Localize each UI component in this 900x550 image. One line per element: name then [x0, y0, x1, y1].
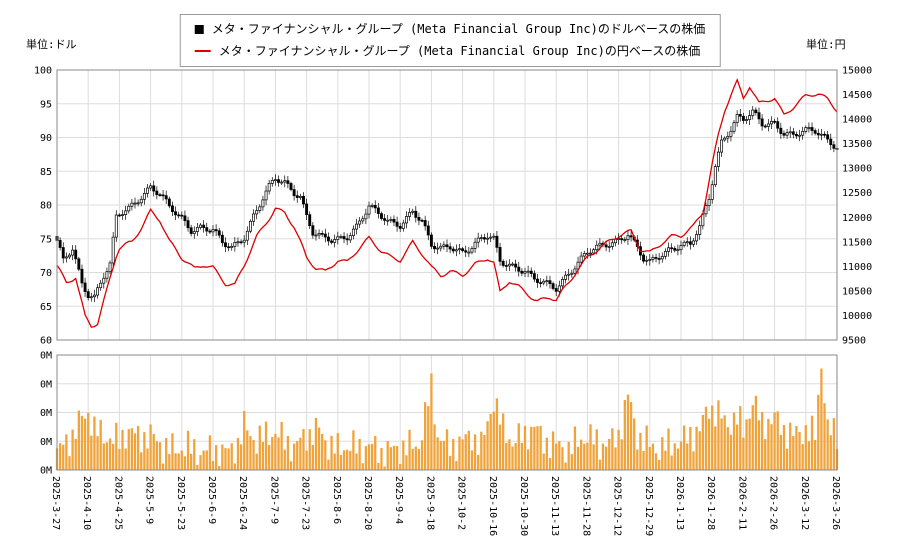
legend-row-jpy: メタ・ファイナンシャル・グループ (Meta Financial Group I…	[194, 41, 706, 63]
svg-text:14500: 14500	[842, 90, 872, 101]
right-axis-unit-label: 単位:円	[806, 38, 846, 51]
plot-borders	[56, 69, 838, 471]
svg-text:0M: 0M	[40, 379, 52, 390]
svg-text:14000: 14000	[842, 115, 872, 126]
svg-text:15000: 15000	[842, 66, 872, 77]
svg-text:2025-12-29: 2025-12-29	[643, 476, 654, 536]
svg-text:80: 80	[40, 201, 52, 212]
svg-text:2025-10-16: 2025-10-16	[487, 476, 498, 536]
svg-text:2025-8-6: 2025-8-6	[331, 476, 342, 524]
jpy-line	[56, 78, 838, 328]
svg-text:12000: 12000	[842, 213, 872, 224]
legend-row-usd: メタ・ファイナンシャル・グループ (Meta Financial Group I…	[194, 19, 706, 41]
svg-text:13000: 13000	[842, 164, 872, 175]
svg-text:100: 100	[34, 66, 52, 77]
svg-text:2025-5-9: 2025-5-9	[144, 476, 155, 524]
svg-text:2025-10-30: 2025-10-30	[518, 476, 529, 536]
usd-candles	[55, 105, 839, 303]
jpy-series-marker-icon	[194, 50, 211, 53]
svg-text:2025-6-24: 2025-6-24	[237, 476, 248, 530]
usd-series-label: メタ・ファイナンシャル・グループ (Meta Financial Group I…	[211, 22, 706, 36]
svg-text:0M: 0M	[40, 408, 52, 419]
svg-text:2025-11-13: 2025-11-13	[549, 476, 560, 536]
svg-text:9500: 9500	[842, 336, 866, 347]
usd-series-marker-icon	[194, 25, 204, 35]
axis-labels: 2025-3-27 2025-4-10 2025-4-25 2025-5-9 2025-…	[34, 66, 872, 537]
svg-text:2025-3-27: 2025-3-27	[50, 476, 61, 530]
svg-text:2026-3-26: 2026-3-26	[830, 476, 841, 530]
svg-text:2025-9-4: 2025-9-4	[393, 476, 404, 524]
svg-text:2025-5-23: 2025-5-23	[175, 476, 186, 530]
chart-legend: メタ・ファイナンシャル・グループ (Meta Financial Group I…	[179, 14, 721, 68]
svg-text:75: 75	[40, 234, 52, 245]
svg-text:2026-2-26: 2026-2-26	[768, 476, 779, 530]
svg-text:2026-1-28: 2026-1-28	[705, 476, 716, 530]
jpy-series-label: メタ・ファイナンシャル・グループ (Meta Financial Group I…	[218, 43, 701, 58]
svg-text:12500: 12500	[842, 188, 872, 199]
svg-text:2025-10-2: 2025-10-2	[456, 476, 467, 530]
svg-text:60: 60	[40, 336, 52, 347]
svg-text:0M: 0M	[40, 437, 52, 448]
svg-text:11000: 11000	[842, 262, 872, 273]
svg-text:2025-12-12: 2025-12-12	[612, 476, 623, 536]
svg-text:2025-9-18: 2025-9-18	[424, 476, 435, 530]
svg-text:2026-3-12: 2026-3-12	[799, 476, 810, 530]
svg-text:10500: 10500	[842, 286, 872, 297]
svg-text:2025-7-23: 2025-7-23	[300, 476, 311, 530]
left-axis-unit-label: 単位:ドル	[26, 38, 77, 51]
svg-text:65: 65	[40, 302, 52, 313]
svg-text:90: 90	[40, 133, 52, 144]
svg-text:2025-7-9: 2025-7-9	[268, 476, 279, 524]
volume-bars	[55, 368, 839, 470]
svg-text:2025-8-20: 2025-8-20	[362, 476, 373, 530]
svg-text:2025-11-28: 2025-11-28	[580, 476, 591, 536]
svg-text:70: 70	[40, 268, 52, 279]
svg-text:0M: 0M	[40, 466, 52, 477]
svg-text:95: 95	[40, 99, 52, 110]
svg-text:85: 85	[40, 167, 52, 178]
svg-text:2026-2-11: 2026-2-11	[736, 476, 747, 530]
svg-text:13500: 13500	[842, 139, 872, 150]
svg-text:2025-4-25: 2025-4-25	[112, 476, 123, 530]
svg-text:2026-1-13: 2026-1-13	[674, 476, 685, 530]
svg-text:2025-4-10: 2025-4-10	[81, 476, 92, 530]
svg-text:2025-6-9: 2025-6-9	[206, 476, 217, 524]
svg-text:10000: 10000	[842, 311, 872, 322]
svg-text:0M: 0M	[40, 351, 52, 362]
svg-text:11500: 11500	[842, 237, 872, 248]
